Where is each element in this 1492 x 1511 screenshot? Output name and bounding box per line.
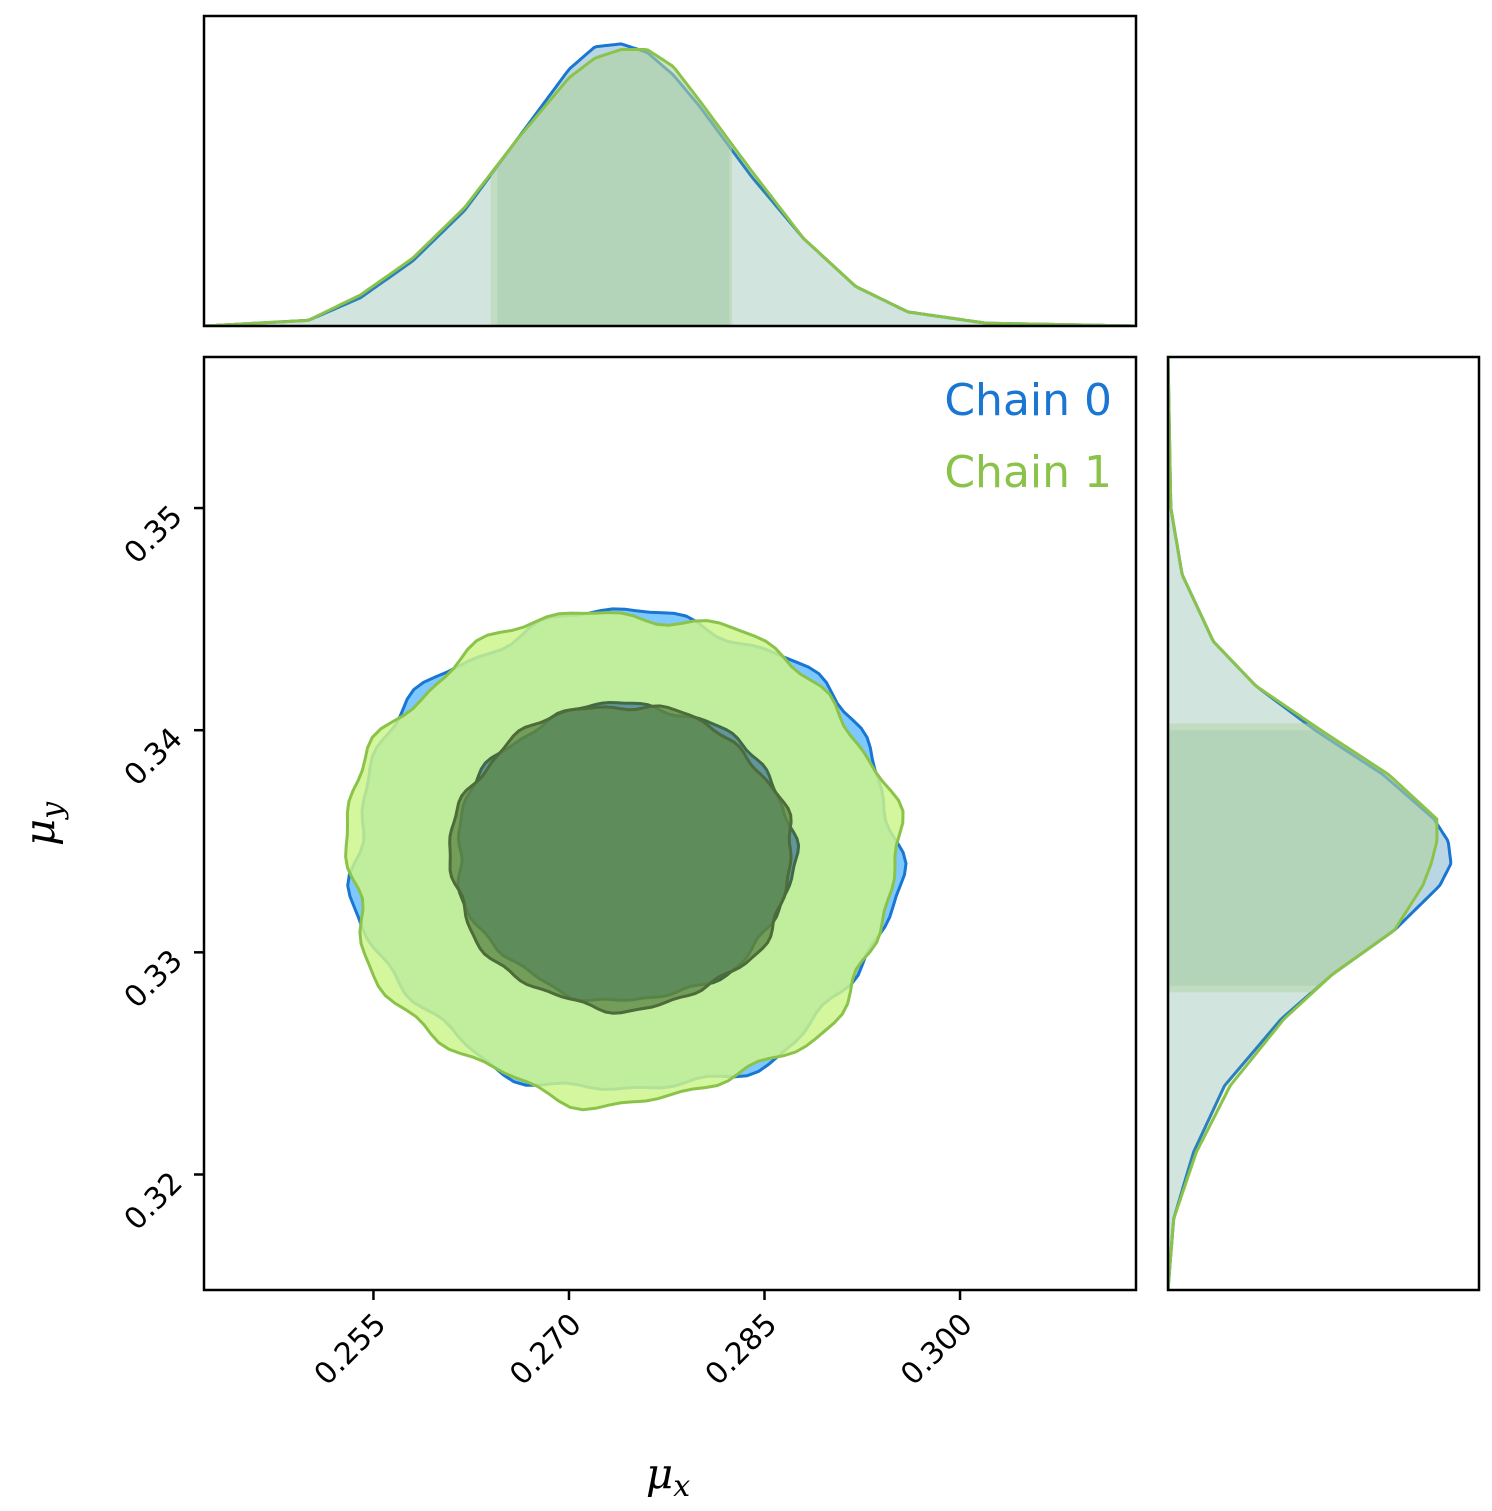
marginal-y-panel — [1168, 357, 1453, 1290]
legend-entry-1: Chain 1 — [944, 447, 1112, 498]
y-axis-label-sub: y — [35, 801, 70, 821]
y-axis-label: μy — [15, 801, 70, 846]
joint-contour-panel — [344, 607, 908, 1112]
x-axis-label-base: μ — [646, 1449, 673, 1498]
marginal-x-frame — [202, 14, 1138, 328]
marginal-y-interval-1 — [1168, 723, 1437, 993]
y-axis-ticks: 0.32 0.33 0.34 0.35 — [118, 499, 204, 1237]
x-axis-ticks: 0.255 0.270 0.285 0.300 — [308, 1290, 980, 1392]
y-tick-label-2: 0.34 — [118, 721, 190, 793]
marginal-x-panel — [204, 42, 1136, 326]
joint-contour-frame — [202, 355, 1138, 1292]
marginal-y-frame — [1166, 355, 1481, 1292]
marginal-y-curve-1 — [1168, 357, 1439, 1290]
y-axis-label-base: μ — [15, 819, 64, 846]
contour-inner-1 — [448, 704, 793, 1015]
x-axis-label-sub: x — [673, 1469, 690, 1504]
x-tick-label-0: 0.255 — [308, 1307, 393, 1392]
y-tick-label-1: 0.33 — [118, 943, 190, 1015]
marginal-x-curve-1 — [204, 48, 1135, 326]
x-tick-label-3: 0.300 — [894, 1307, 979, 1392]
y-tick-label-0: 0.32 — [118, 1165, 190, 1237]
marginal-x-interval-1 — [490, 49, 732, 326]
legend-entry-0: Chain 0 — [944, 375, 1112, 426]
legend: Chain 0 Chain 1 — [944, 375, 1112, 498]
x-axis-label: μx — [646, 1449, 690, 1504]
x-tick-label-2: 0.285 — [699, 1307, 784, 1392]
x-tick-label-1: 0.270 — [503, 1307, 588, 1392]
y-tick-label-3: 0.35 — [118, 499, 190, 571]
